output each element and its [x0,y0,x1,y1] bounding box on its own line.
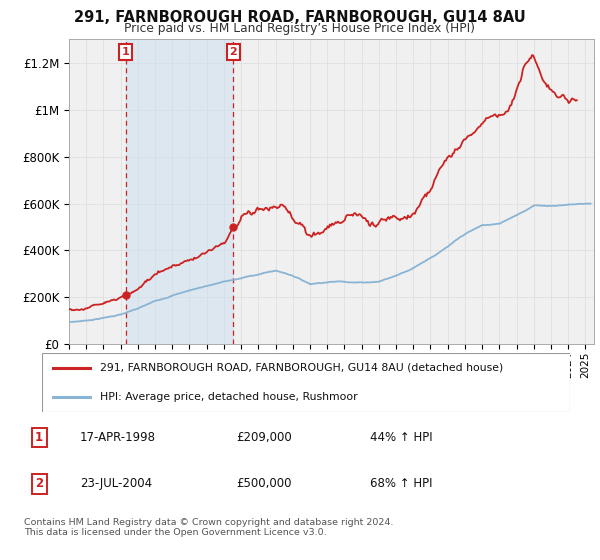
Text: 2: 2 [35,477,43,490]
Text: 2: 2 [230,47,237,57]
Text: 291, FARNBOROUGH ROAD, FARNBOROUGH, GU14 8AU (detached house): 291, FARNBOROUGH ROAD, FARNBOROUGH, GU14… [100,362,503,372]
Text: 44% ↑ HPI: 44% ↑ HPI [370,431,433,444]
FancyBboxPatch shape [42,353,570,412]
Text: 1: 1 [122,47,130,57]
Text: 291, FARNBOROUGH ROAD, FARNBOROUGH, GU14 8AU: 291, FARNBOROUGH ROAD, FARNBOROUGH, GU14… [74,10,526,25]
Text: 17-APR-1998: 17-APR-1998 [80,431,156,444]
Text: Contains HM Land Registry data © Crown copyright and database right 2024.
This d: Contains HM Land Registry data © Crown c… [24,518,394,538]
Text: 1: 1 [35,431,43,444]
Text: 23-JUL-2004: 23-JUL-2004 [80,477,152,490]
Text: HPI: Average price, detached house, Rushmoor: HPI: Average price, detached house, Rush… [100,392,358,402]
Text: £500,000: £500,000 [236,477,292,490]
Bar [125,39,233,344]
Text: 68% ↑ HPI: 68% ↑ HPI [370,477,433,490]
Text: Price paid vs. HM Land Registry’s House Price Index (HPI): Price paid vs. HM Land Registry’s House … [125,22,476,35]
Text: £209,000: £209,000 [236,431,292,444]
